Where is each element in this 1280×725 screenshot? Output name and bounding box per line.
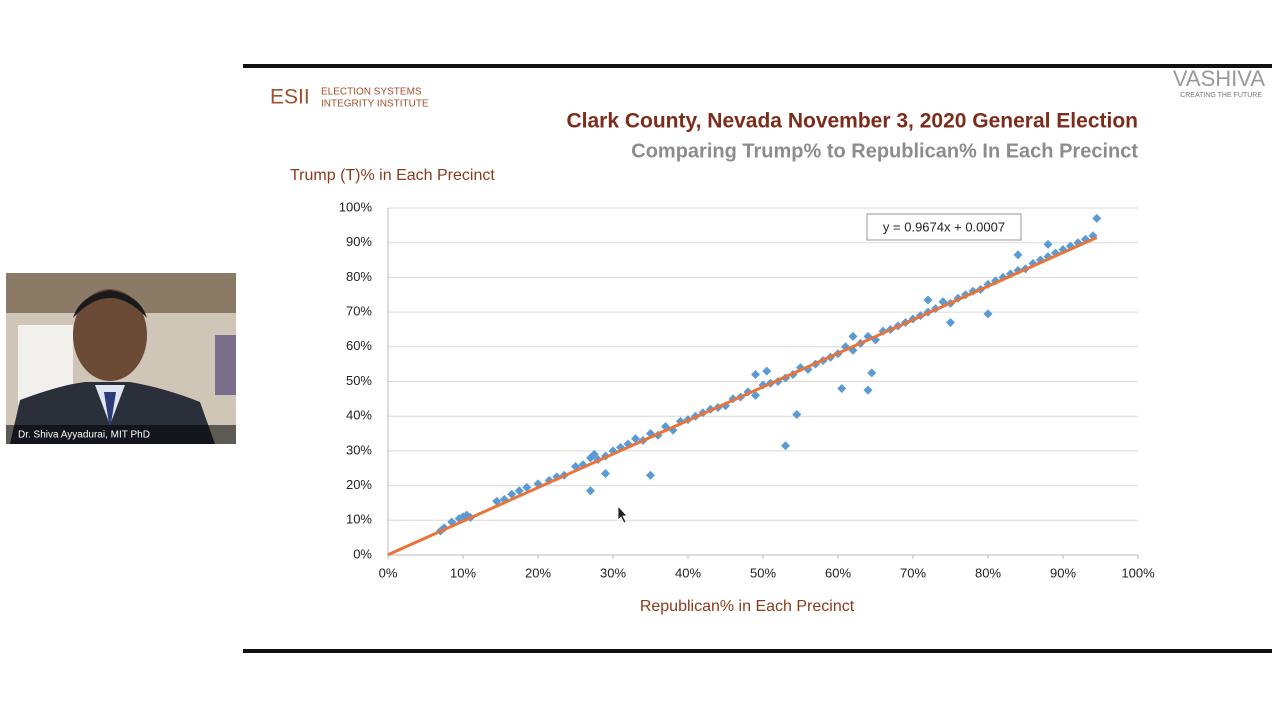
y-tick-label: 10%: [346, 512, 372, 527]
brand-tagline: CREATING THE FUTURE: [1180, 92, 1262, 99]
scatter-point: [848, 331, 858, 341]
x-tick-label: 50%: [750, 565, 776, 580]
scatter-point: [751, 370, 760, 380]
y-tick-label: 40%: [346, 408, 372, 423]
brand-logo: VASHIVA: [1173, 66, 1265, 91]
scatter-point: [983, 309, 993, 319]
trendline: [387, 236, 1098, 557]
y-tick-label: 60%: [346, 338, 372, 353]
trendline-equation: y = 0.9674x + 0.0007: [883, 219, 1005, 234]
y-tick-label: 90%: [346, 234, 372, 249]
logo-text: ELECTION SYSTEMS: [321, 87, 422, 98]
scatter-point: [1043, 239, 1053, 249]
y-tick-label: 100%: [339, 199, 373, 214]
y-tick-label: 50%: [346, 373, 372, 388]
person-head: [73, 289, 147, 381]
scatter-point: [762, 366, 772, 376]
y-tick-label: 80%: [346, 269, 372, 284]
x-tick-label: 0%: [379, 565, 398, 580]
scatter-point: [781, 441, 790, 451]
scatter-point: [586, 486, 595, 496]
scatter-point: [863, 385, 873, 395]
caption-bar: [6, 425, 236, 444]
x-tick-label: 30%: [600, 565, 626, 580]
scatter-point: [946, 318, 955, 328]
y-tick-label: 0%: [353, 546, 372, 561]
scatter-point: [601, 468, 610, 478]
x-tick-label: 20%: [525, 565, 551, 580]
x-tick-label: 90%: [1050, 565, 1076, 580]
scatter-point: [1013, 250, 1023, 260]
y-tick-label: 30%: [346, 442, 372, 457]
plot-area: 0% 10% 20% 30% 40% 50% 60% 70% 80% 90% 100% 0% 10% 20…: [339, 199, 1155, 580]
scatter-point: [646, 470, 655, 480]
x-tick-label: 70%: [900, 565, 926, 580]
x-axis-title: Republican% in Each Precinct: [640, 598, 855, 615]
chart-title: Clark County, Nevada November 3, 2020 Ge…: [566, 110, 1138, 133]
person-hair: [73, 290, 147, 318]
mouse-cursor: [617, 504, 628, 524]
scatter-point: [837, 383, 847, 393]
y-axis-title: Trump (T)% in Each Precinct: [290, 167, 495, 184]
scatter-point: [751, 390, 760, 400]
x-tick-label: 10%: [450, 565, 476, 580]
scatter-point: [867, 368, 877, 378]
chart-subtitle: Comparing Trump% to Republican% In Each …: [631, 140, 1138, 162]
equation-box: [866, 213, 1022, 241]
logo-mark: ESII: [270, 86, 310, 109]
scatter-point: [514, 486, 524, 496]
logo-text: INTEGRITY INSTITUTE: [321, 99, 429, 110]
person-tie: [104, 392, 116, 430]
x-tick-label: 60%: [825, 565, 851, 580]
x-tick-label: 40%: [675, 565, 701, 580]
webcam-caption: Dr. Shiva Ayyadurai, MIT PhD: [18, 430, 150, 441]
scatter-point: [522, 482, 532, 492]
scatter-point: [631, 434, 640, 444]
scatter-point: [1092, 213, 1102, 223]
scatter-point: [792, 409, 802, 419]
scatter-point: [507, 489, 517, 499]
webcam: Dr. Shiva Ayyadurai, MIT PhD: [6, 273, 236, 444]
scatter-point: [923, 295, 933, 305]
y-tick-label: 70%: [346, 304, 372, 319]
x-tick-label: 100%: [1121, 565, 1155, 580]
webcam-poster: [215, 335, 236, 395]
y-tick-label: 20%: [346, 477, 372, 492]
x-tick-label: 80%: [975, 565, 1001, 580]
